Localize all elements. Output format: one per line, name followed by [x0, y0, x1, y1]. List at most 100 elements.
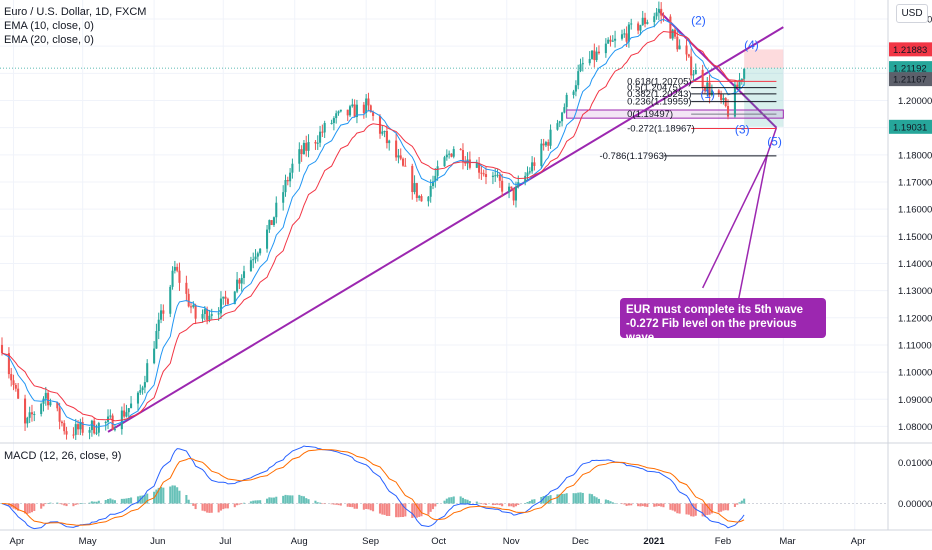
- macd-histogram-bar: [332, 503, 335, 505]
- price-label-current-bg: [889, 61, 932, 76]
- macd-histogram-bar: [692, 503, 695, 517]
- x-tick-label: Aug: [291, 536, 308, 547]
- x-tick-label: Jul: [219, 536, 231, 547]
- candle-body: [238, 279, 241, 284]
- candle-body: [123, 410, 126, 417]
- y-tick-label: 1.13000: [898, 286, 932, 297]
- candle-body: [669, 16, 672, 39]
- macd-histogram-bar: [531, 499, 534, 504]
- candle-body: [611, 40, 614, 42]
- candle-body: [300, 149, 303, 155]
- macd-histogram-bar: [316, 502, 319, 504]
- candle-body: [528, 171, 531, 173]
- candle-body: [79, 421, 82, 430]
- candle-body: [139, 390, 142, 393]
- candle-body: [270, 220, 273, 225]
- macd-histogram-bar: [653, 503, 656, 507]
- fib-position-boxes: [566, 49, 784, 127]
- candle-body: [332, 118, 335, 123]
- macd-histogram-bar: [533, 499, 536, 504]
- wave-labels: (1) (2) (3) (4) (5): [691, 13, 782, 148]
- macd-histogram-bar: [178, 490, 181, 504]
- macd-histogram-bar: [413, 503, 416, 518]
- candle-body: [475, 163, 478, 168]
- macd-histogram-bar: [657, 503, 660, 507]
- candle-body: [614, 38, 617, 41]
- candle-body: [162, 310, 165, 314]
- macd-histogram-bar: [644, 503, 647, 507]
- candle-body: [673, 29, 677, 37]
- macd-histogram-bar: [475, 501, 478, 504]
- macd-histogram-bar: [238, 503, 241, 505]
- candle-body: [97, 423, 100, 433]
- annotation-line1: EUR must complete its 5th wave: [626, 304, 804, 316]
- candle-body: [249, 260, 252, 272]
- candle-body: [604, 43, 607, 54]
- macd-histogram-bar: [351, 503, 354, 508]
- candle-body: [690, 56, 693, 76]
- x-tick-label: Nov: [503, 536, 520, 547]
- macd-histogram-bar: [146, 493, 149, 504]
- x-tick-label: Oct: [431, 536, 446, 547]
- candle-body: [540, 143, 543, 166]
- candle-body: [316, 142, 319, 144]
- macd-histogram-bar: [637, 503, 640, 507]
- macd-histogram-bar: [542, 496, 545, 504]
- macd-histogram-bar: [427, 503, 430, 515]
- currency-button[interactable]: USD: [896, 4, 928, 23]
- price-label-target: 1.19031: [893, 122, 927, 133]
- candle-body: [351, 104, 354, 107]
- fib-label: 0(1.19497): [627, 109, 673, 120]
- candle-body: [644, 17, 647, 24]
- macd-histogram-bar: [706, 503, 709, 516]
- macd-histogram-bar: [173, 485, 176, 504]
- candle-body: [14, 384, 17, 389]
- macd-histogram-bar: [574, 493, 577, 504]
- macd-histogram-bar: [710, 503, 713, 514]
- candle-body: [740, 78, 743, 80]
- macd-histogram-bar: [660, 503, 663, 507]
- wave-label: (1): [700, 87, 715, 101]
- macd-histogram-bar: [226, 503, 229, 509]
- macd-histogram-bar: [514, 503, 518, 507]
- candle-body: [339, 109, 342, 112]
- macd-histogram-bar: [93, 501, 96, 504]
- candle-body: [143, 382, 146, 388]
- macd-histogram-bar: [210, 503, 213, 513]
- macd-histogram-bar: [355, 503, 358, 509]
- macd-histogram-bar: [233, 503, 236, 508]
- candle-body: [480, 172, 483, 174]
- candle-body: [524, 175, 527, 183]
- macd-histogram-bar: [448, 497, 451, 504]
- macd-histogram-bar: [254, 500, 257, 504]
- price-label-target-bg: [889, 119, 932, 134]
- candle-body: [420, 196, 423, 202]
- candle-body: [501, 180, 504, 192]
- y-tick-label: 1.15000: [898, 232, 932, 243]
- macd-histogram-bar: [726, 503, 730, 511]
- macd-histogram-bar: [305, 498, 308, 504]
- macd-histogram-bar: [595, 497, 598, 504]
- macd-histogram-bar: [130, 497, 133, 504]
- candle-body: [434, 175, 437, 182]
- y-tick-label: 1.16000: [898, 205, 932, 216]
- macd-histogram-bar: [97, 500, 100, 504]
- macd-histogram-bar: [611, 502, 614, 504]
- candle-body: [95, 432, 98, 434]
- ema10-legend: EMA (10, close, 0): [4, 20, 94, 32]
- macd-histogram-bar: [28, 503, 31, 514]
- candle-body: [12, 380, 15, 385]
- macd-histogram-bar: [468, 501, 471, 504]
- candle-body: [676, 36, 679, 50]
- candle-body: [47, 392, 50, 406]
- candle-body: [717, 90, 720, 95]
- macd-histogram-bar: [113, 500, 116, 504]
- macd-tick-label: 0.00000: [898, 499, 932, 510]
- candle-body: [415, 183, 418, 198]
- candle-body: [226, 298, 229, 305]
- candle-body: [372, 112, 375, 116]
- y-tick-label: 1.14000: [898, 259, 932, 270]
- macd-histogram-bar: [353, 503, 356, 509]
- macd-histogram-bar: [79, 503, 82, 504]
- candle-body: [660, 8, 663, 16]
